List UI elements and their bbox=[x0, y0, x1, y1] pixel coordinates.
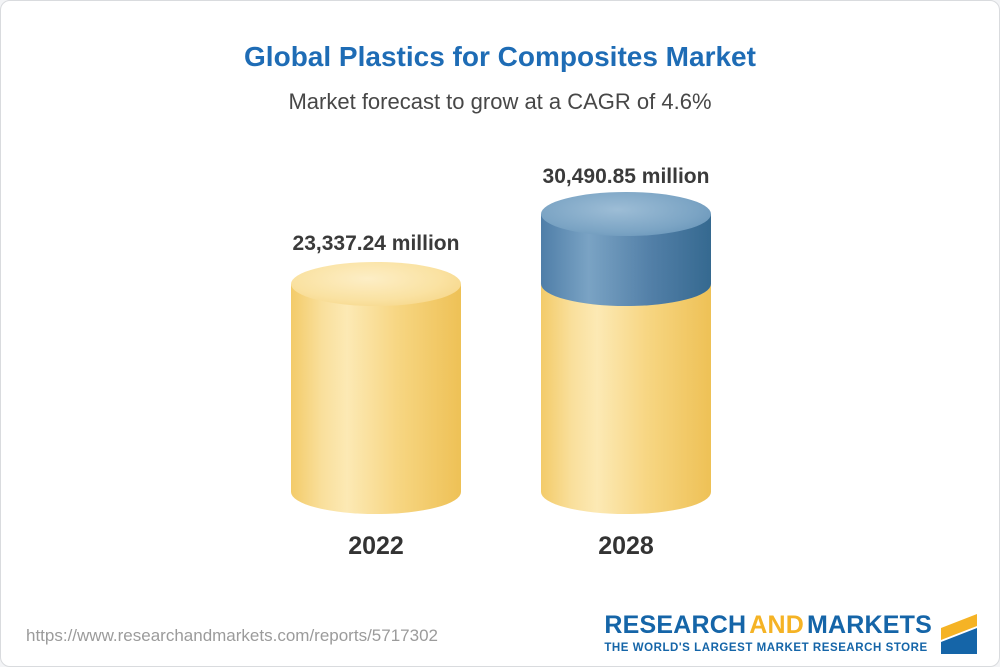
page-title: Global Plastics for Composites Market bbox=[244, 41, 756, 72]
cylinder-2022-body bbox=[291, 262, 461, 514]
logo-word-research: RESEARCH bbox=[604, 611, 747, 639]
report-url: https://www.researchandmarkets.com/repor… bbox=[26, 626, 438, 645]
logo-word-markets: MARKETS bbox=[806, 611, 932, 639]
cylinder-2028-growth-body bbox=[541, 192, 711, 307]
logo-text: RESEARCH AND MARKETS THE WORLD'S LARGEST M… bbox=[604, 613, 932, 655]
value-label-2028: 30,490.85 million bbox=[542, 165, 710, 188]
research-and-markets-logo: RESEARCH AND MARKETS THE WORLD'S LARGEST M… bbox=[604, 613, 977, 654]
category-label-2022: 2022 bbox=[348, 532, 404, 560]
cylinder-2022-top-ellipse bbox=[291, 262, 461, 307]
value-label-2022: 23,337.24 million bbox=[292, 232, 460, 255]
logo-mark-icon bbox=[941, 613, 977, 654]
page-subtitle: Market forecast to grow at a CAGR of 4.6… bbox=[288, 89, 712, 114]
cylinder-2028-growth-top-ellipse bbox=[541, 192, 711, 237]
category-label-2028: 2028 bbox=[598, 532, 654, 560]
logo-tagline: THE WORLD'S LARGEST MARKET RESEARCH STOR… bbox=[604, 642, 928, 654]
cylinder-2028-base-body bbox=[541, 262, 711, 514]
logo-word-and: AND bbox=[749, 611, 804, 639]
logo-wordmark: RESEARCH AND MARKETS bbox=[604, 613, 932, 638]
